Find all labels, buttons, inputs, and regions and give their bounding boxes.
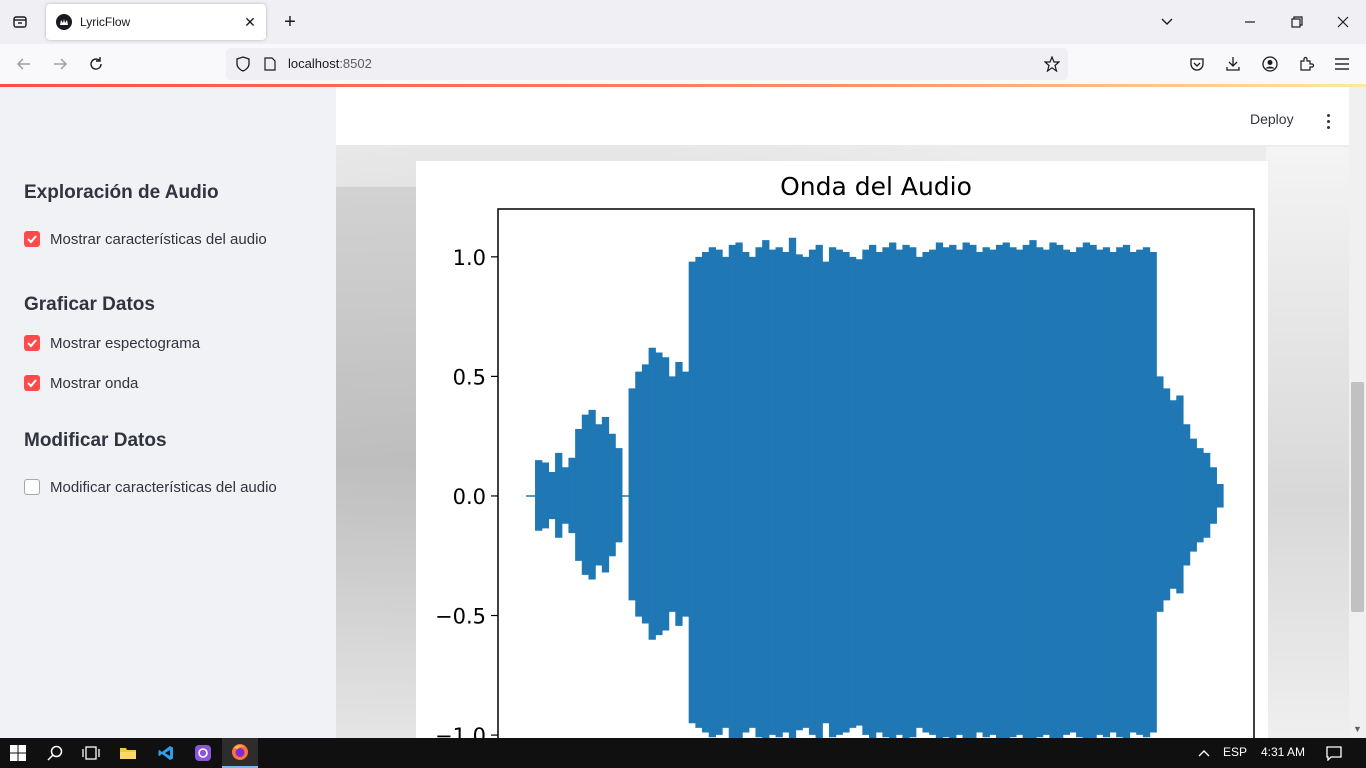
checkbox-label: Mostrar espectograma [50, 334, 201, 352]
clock-time[interactable]: 4:31 AM [1261, 745, 1306, 759]
deploy-button[interactable]: Deploy [1250, 111, 1294, 127]
url-host: localhost [288, 56, 340, 71]
checkbox-unchecked-icon[interactable] [24, 479, 40, 495]
section-heading-modify-data: Modificar Datos [24, 430, 167, 451]
tab-title: LyricFlow [80, 15, 131, 29]
firefox-icon[interactable] [222, 738, 258, 768]
list-all-tabs-icon[interactable] [8, 10, 32, 34]
checkbox-show-audio-features[interactable]: Mostrar características del audio [24, 228, 267, 250]
scroll-down-arrow-icon[interactable]: ▼ [1353, 724, 1362, 734]
browser-tab-bar: LyricFlow ✕ + [0, 0, 1366, 44]
section-heading-plot-data: Graficar Datos [24, 294, 155, 315]
account-icon[interactable] [1258, 52, 1282, 76]
task-view-icon[interactable] [73, 738, 109, 768]
forward-arrow-icon[interactable] [48, 52, 72, 76]
notifications-icon[interactable] [1316, 738, 1352, 768]
downloads-icon[interactable] [1221, 52, 1245, 76]
close-tab-icon[interactable]: ✕ [244, 13, 256, 30]
windows-start-icon[interactable] [0, 738, 36, 768]
y-tick-label: −1.0 [435, 724, 486, 738]
shield-icon[interactable] [234, 56, 252, 72]
more-options-icon[interactable] [1316, 109, 1340, 133]
checkbox-checked-icon[interactable] [24, 231, 40, 247]
page-info-icon[interactable] [262, 57, 278, 71]
pocket-icon[interactable] [1185, 52, 1209, 76]
page-scrollbar[interactable]: ▼ [1349, 87, 1366, 738]
waveform-plot-card: Onda del Audio 1.0 0.5 0.0 −0.5 −1.0 [416, 161, 1268, 738]
app-favicon-icon [56, 14, 72, 30]
background-texture [336, 187, 426, 738]
github-desktop-icon[interactable] [185, 738, 221, 768]
checkbox-label: Mostrar onda [50, 374, 139, 392]
waveform-chart: Onda del Audio 1.0 0.5 0.0 −0.5 −1.0 [435, 172, 1255, 738]
y-tick-label: 1.0 [453, 246, 486, 270]
checkbox-checked-icon[interactable] [24, 375, 40, 391]
hamburger-menu-icon[interactable] [1330, 52, 1354, 76]
checkbox-show-waveform[interactable]: Mostrar onda [24, 372, 138, 394]
checkbox-modify-audio-features[interactable]: Modificar características del audio [24, 476, 277, 498]
checkbox-show-spectrogram[interactable]: Mostrar espectograma [24, 332, 200, 354]
scrollbar-thumb[interactable] [1351, 382, 1364, 612]
plot-frame [497, 208, 1255, 738]
tray-chevron-up-icon[interactable] [1186, 738, 1222, 768]
restore-icon[interactable] [1283, 8, 1311, 36]
file-explorer-icon[interactable] [110, 738, 146, 768]
url-port: :8502 [339, 56, 372, 71]
vscode-icon[interactable] [148, 738, 184, 768]
chart-title: Onda del Audio [780, 172, 972, 201]
loading-accent-line [0, 84, 1366, 87]
url-text[interactable]: localhost:8502 [288, 55, 372, 73]
reload-icon[interactable] [84, 52, 108, 76]
chevron-down-icon[interactable] [1153, 8, 1181, 36]
checkbox-label: Mostrar características del audio [50, 230, 267, 248]
y-tick-label: −0.5 [435, 605, 486, 629]
extensions-icon[interactable] [1294, 52, 1318, 76]
browser-nav-bar: localhost:8502 [0, 44, 1366, 84]
checkbox-checked-icon[interactable] [24, 335, 40, 351]
y-tick-label: 0.5 [453, 365, 486, 389]
bookmark-star-icon[interactable] [1043, 55, 1061, 77]
browser-tab[interactable]: LyricFlow ✕ [46, 4, 266, 40]
back-arrow-icon[interactable] [12, 52, 36, 76]
address-bar[interactable]: localhost:8502 [226, 48, 1068, 80]
search-icon[interactable] [37, 738, 73, 768]
section-heading-audio-exploration: Exploración de Audio [24, 182, 219, 203]
taskbar: ESP 4:31 AM [0, 738, 1366, 768]
app-header: Deploy [336, 87, 1366, 145]
minimize-icon[interactable] [1236, 8, 1264, 36]
sidebar: Exploración de Audio Mostrar característ… [0, 87, 336, 738]
main-content: Deploy Onda del Audio 1.0 0.5 0.0 −0.5 −1.0 [336, 87, 1366, 738]
new-tab-icon[interactable]: + [284, 10, 296, 33]
y-tick-label: 0.0 [453, 485, 486, 509]
close-window-icon[interactable] [1329, 8, 1357, 36]
checkbox-label: Modificar características del audio [50, 478, 277, 496]
language-indicator[interactable]: ESP [1223, 745, 1248, 759]
